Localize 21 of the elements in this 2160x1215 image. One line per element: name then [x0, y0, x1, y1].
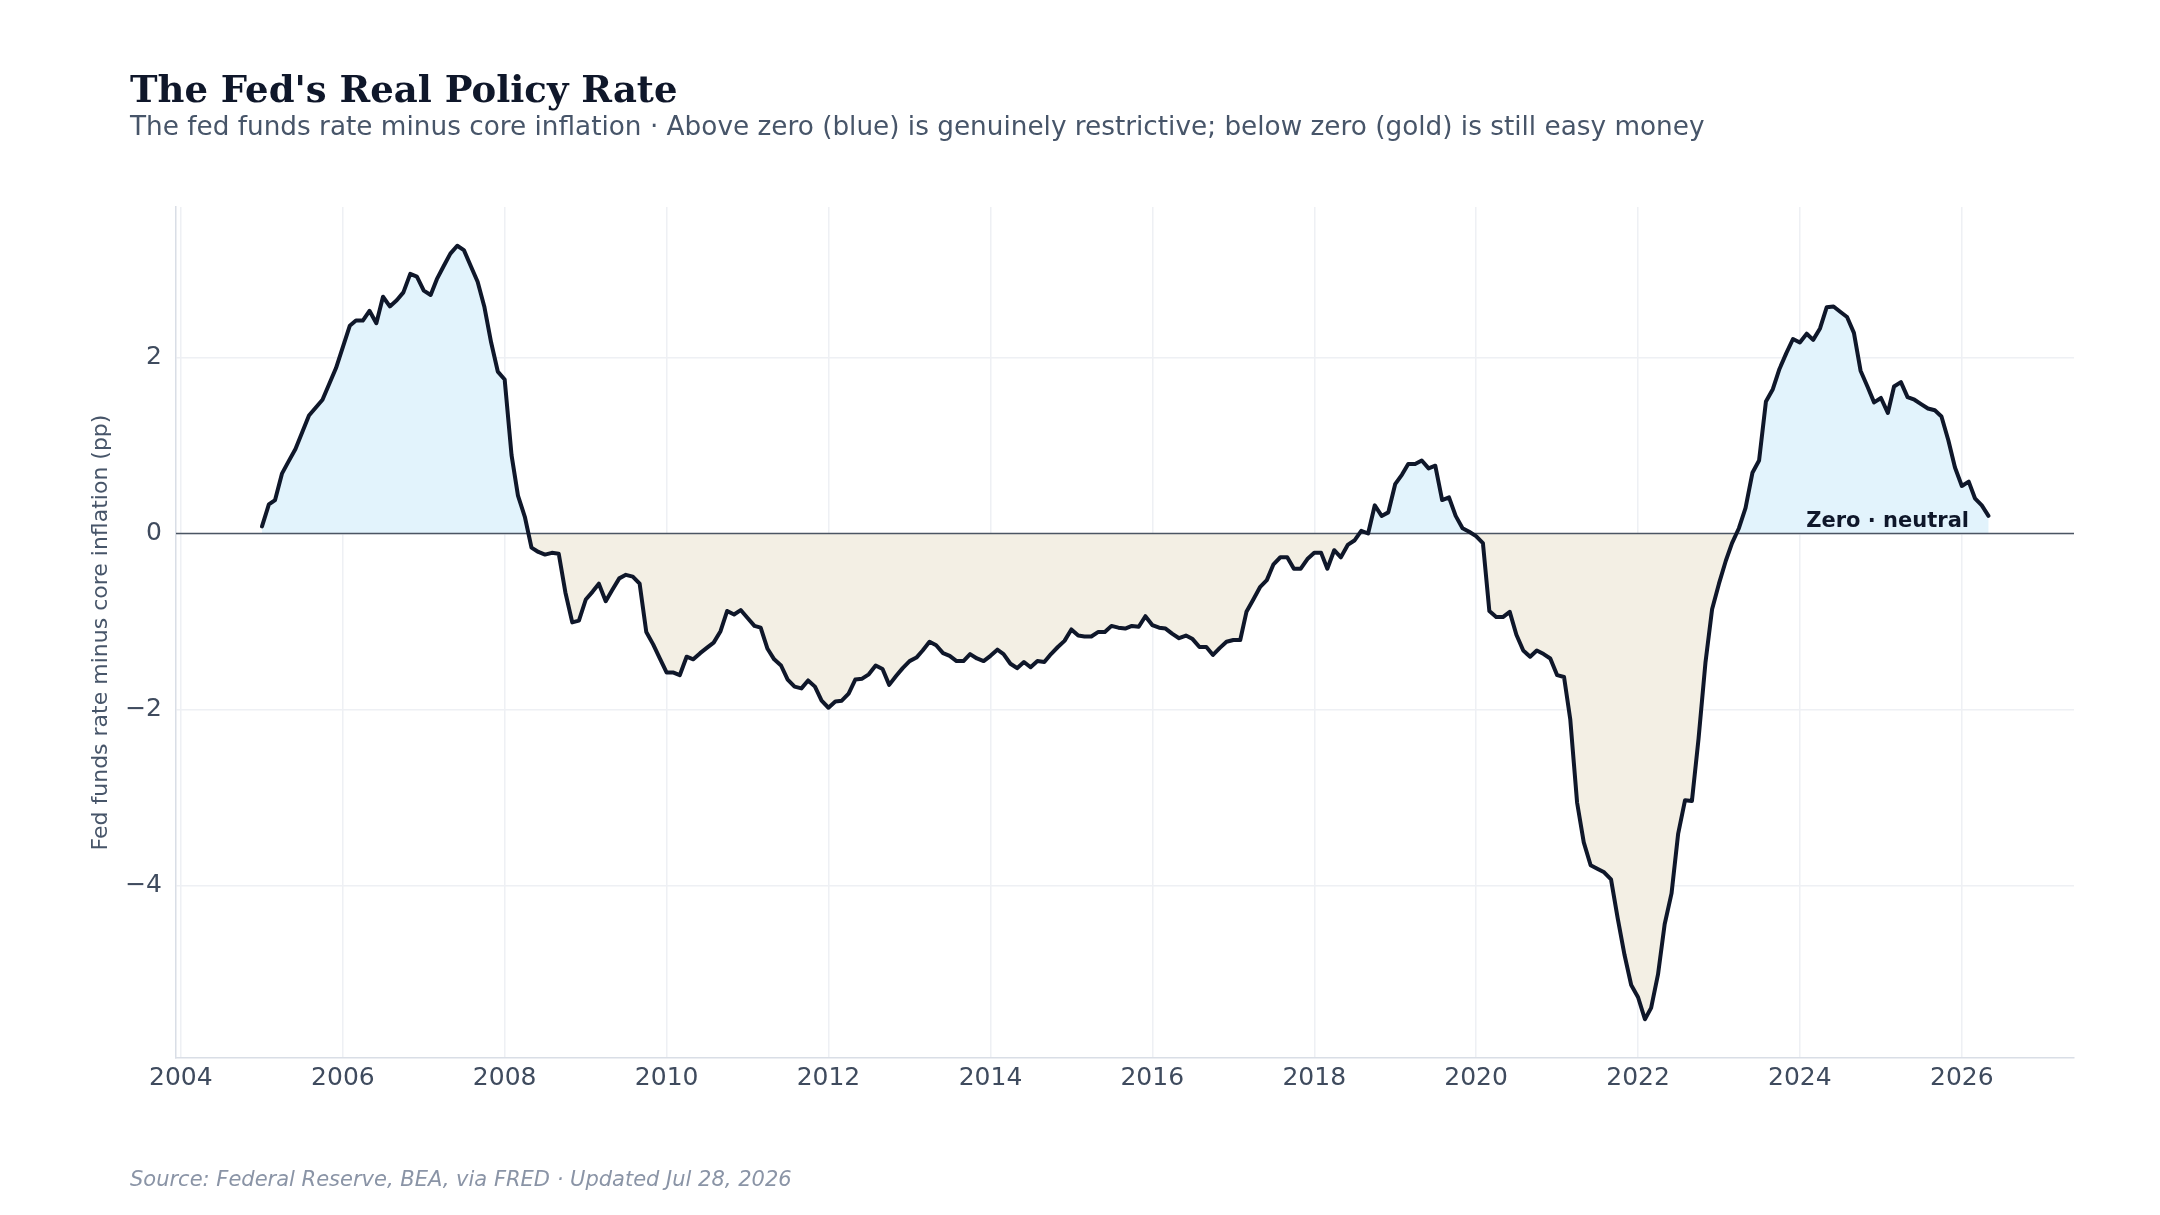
x-tick-label: 2024	[1768, 1061, 1832, 1091]
x-tick-label: 2018	[1282, 1061, 1347, 1091]
x-tick-label: 2022	[1606, 1061, 1670, 1091]
x-tick-label: 2010	[634, 1061, 699, 1091]
y-tick-label: −2	[125, 693, 162, 722]
y-tick-label: 0	[146, 517, 162, 546]
y-axis-title: Fed funds rate minus core inflation (pp)	[86, 414, 112, 851]
x-tick-label: 2020	[1444, 1061, 1508, 1091]
ref-line-label: Zero · neutral	[1806, 508, 1969, 533]
chart-subtitle: The fed funds rate minus core inflation · Above zero (blue) is genuinely restrictive; below zero (gold) is still easy money	[130, 111, 1705, 143]
x-tick-label: 2012	[796, 1061, 861, 1091]
chart-title: The Fed's Real Policy Rate	[130, 67, 678, 112]
x-tick-label: 2014	[958, 1061, 1023, 1091]
x-tick-label: 2026	[1930, 1061, 1994, 1091]
x-tick-label: 2004	[149, 1061, 213, 1091]
x-tick-label: 2006	[311, 1061, 375, 1091]
y-tick-label: 2	[146, 340, 162, 370]
x-tick-label: 2016	[1120, 1061, 1185, 1091]
x-tick-label: 2008	[472, 1061, 537, 1091]
y-tick-label: −4	[125, 869, 162, 899]
source-note: Source: Federal Reserve, BEA, via FRED · Updated Jul 28, 2026	[130, 1167, 792, 1193]
